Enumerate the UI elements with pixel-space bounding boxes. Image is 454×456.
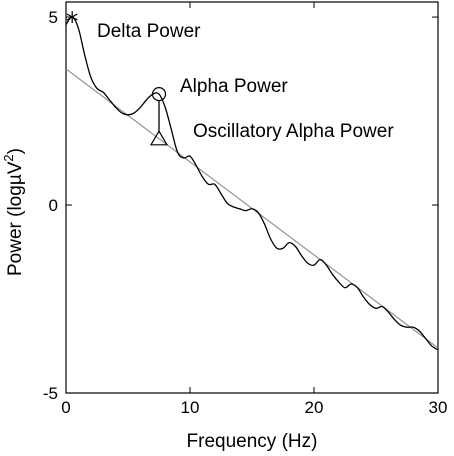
x-axis-label: Frequency (Hz) [187, 431, 318, 452]
y-axis-label: Power (logµV2) [1, 148, 26, 276]
x-tick-label: 10 [181, 398, 200, 417]
annotation-alpha-power: Alpha Power [180, 76, 288, 97]
x-tick-label: 20 [305, 398, 324, 417]
x-tick-label: 0 [61, 398, 70, 417]
y-tick-label: 0 [49, 196, 58, 215]
annotation-delta-power: Delta Power [97, 21, 201, 42]
plot-frame [65, 1, 439, 394]
y-axis-label-close: ) [5, 148, 26, 154]
delta-marker [66, 11, 78, 24]
series-layer [65, 16, 439, 351]
y-tick-label: -5 [43, 384, 58, 403]
annotation-oscillatory-alpha-power: Oscillatory Alpha Power [193, 121, 394, 142]
power-spectrum-line [65, 16, 439, 351]
y-tick-label: 5 [49, 8, 58, 27]
marker-layer [66, 11, 169, 146]
oscillatory-alpha-marker [149, 130, 169, 146]
y-axis-label-superscript: 2 [1, 154, 16, 161]
axis-tick-labels: 0 10 20 30-505 [43, 8, 448, 417]
x-tick-label: 30 [429, 398, 448, 417]
y-axis-label-main: Power (logµV [5, 161, 26, 276]
asterisk-stroke [66, 13, 78, 21]
alpha-marker [151, 87, 167, 102]
axis-ticks [65, 2, 439, 394]
